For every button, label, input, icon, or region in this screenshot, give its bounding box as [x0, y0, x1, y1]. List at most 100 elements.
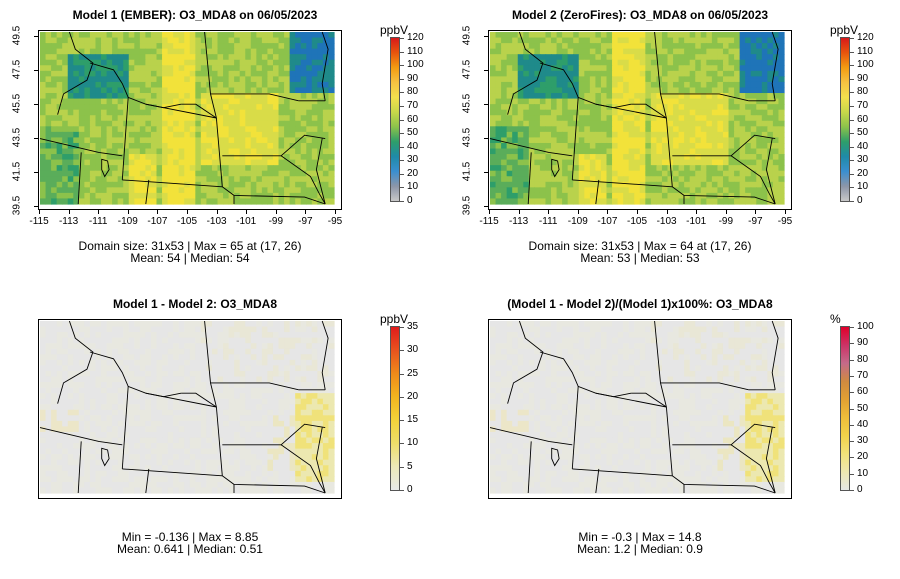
colorbar-label: 110	[857, 45, 873, 57]
map-plot	[38, 30, 342, 210]
colorbar-tick	[850, 375, 854, 377]
state-boundary	[321, 31, 329, 101]
lat-tick	[484, 206, 488, 207]
colorbar-tick	[400, 420, 404, 422]
state-boundary	[215, 117, 223, 187]
colorbar-label: 60	[857, 113, 869, 125]
lake-outline	[551, 158, 560, 178]
colorbar-tick	[850, 51, 854, 53]
colorbar-tick	[400, 105, 404, 107]
colorbar-tick	[850, 343, 854, 345]
lat-tick	[484, 104, 488, 105]
colorbar-label: 50	[407, 127, 419, 139]
state-boundary	[315, 138, 326, 205]
colorbar-tick	[400, 38, 404, 39]
map-grid	[39, 320, 341, 498]
state-boundary	[572, 468, 673, 477]
state-boundary	[507, 320, 544, 404]
colorbar-tick	[400, 466, 404, 468]
state-boundary	[77, 152, 82, 205]
lon-tick	[755, 210, 757, 214]
colorbar-tick	[850, 65, 854, 67]
lon-tick-label: -99	[718, 216, 734, 227]
colorbar-tick	[400, 201, 404, 202]
lat-tick	[484, 138, 488, 139]
panel-title: Model 2 (ZeroFires): O3_MDA8 on 06/05/20…	[511, 8, 769, 22]
lon-tick	[187, 210, 188, 214]
colorbar-label: 30	[407, 344, 419, 356]
lon-tick-label: -97	[748, 216, 763, 227]
lon-tick	[157, 210, 159, 214]
lat-tick-label: 39.5	[11, 195, 23, 216]
colorbar-label: 30	[857, 435, 869, 447]
lat-tick-label: 45.5	[461, 93, 473, 114]
state-boundary	[665, 117, 673, 187]
summary-stat: Mean: 0.641 | Median: 0.51	[117, 542, 263, 556]
lat-tick-label: 49.5	[461, 25, 473, 46]
state-boundary	[222, 423, 326, 446]
state-boundary	[222, 134, 326, 157]
colorbar-tick	[400, 133, 404, 135]
lat-tick-label: 41.5	[461, 161, 473, 182]
colorbar-tick	[850, 78, 854, 80]
colorbar-label: 5	[407, 460, 413, 472]
colorbar-tick	[400, 92, 404, 94]
lon-tick-label: -111	[88, 216, 108, 227]
lat-tick	[34, 104, 38, 105]
lon-tick-label: -95	[327, 216, 343, 227]
colorbar-tick	[400, 119, 404, 121]
summary-stat: Min = -0.136 | Max = 8.85	[121, 530, 259, 544]
colorbar-label: 40	[407, 140, 419, 152]
lon-tick-label: -109	[567, 216, 588, 227]
colorbar-tick	[400, 65, 404, 67]
panel-title: (Model 1 - Model 2)/(Model 1)x100%: O3_M…	[507, 297, 773, 311]
colorbar-tick	[850, 201, 854, 202]
state-boundary	[595, 468, 600, 494]
colorbar-label: 100	[857, 59, 874, 71]
colorbar	[840, 326, 850, 491]
state-boundary	[489, 427, 573, 446]
lat-tick	[34, 70, 38, 71]
lon-tick	[68, 210, 70, 214]
state-boundary	[145, 103, 217, 119]
colorbar-tick	[400, 396, 404, 398]
colorbar-label: 0	[407, 484, 413, 495]
state-boundary	[571, 386, 579, 469]
colorbar-tick	[400, 490, 404, 491]
state-boundary	[77, 441, 82, 494]
lake-outline	[101, 158, 110, 178]
lat-tick-label: 47.5	[11, 59, 23, 80]
state-boundary	[145, 179, 150, 205]
colorbar-tick	[850, 359, 854, 361]
colorbar-tick	[850, 490, 854, 491]
colorbar-label: 70	[407, 99, 419, 111]
lon-tick	[216, 210, 218, 214]
colorbar-unit: ppbV	[380, 23, 409, 37]
colorbar-label: 80	[857, 353, 869, 365]
lon-tick	[39, 210, 40, 214]
state-boundary	[595, 103, 667, 119]
lon-tick	[548, 210, 550, 214]
lon-tick	[127, 210, 129, 214]
colorbar-label: 20	[857, 451, 869, 463]
colorbar-tick	[400, 327, 404, 328]
state-boundary	[57, 31, 94, 115]
colorbar-label: 110	[407, 45, 423, 57]
state-boundary	[210, 382, 299, 391]
map-grid	[489, 320, 791, 498]
colorbar-label: 10	[407, 437, 419, 449]
colorbar-label: 10	[857, 467, 869, 479]
state-boundary	[321, 320, 329, 390]
colorbar-tick	[850, 92, 854, 94]
lon-tick	[637, 210, 638, 214]
summary-stat: Mean: 1.2 | Median: 0.9	[577, 542, 703, 556]
colorbar-tick	[850, 105, 854, 107]
colorbar	[840, 37, 850, 202]
colorbar-label: 0	[857, 195, 863, 206]
lon-tick-label: -95	[777, 216, 793, 227]
state-boundary	[572, 179, 673, 188]
lon-tick	[785, 210, 786, 214]
lon-tick-label: -103	[656, 216, 677, 227]
state-boundary	[660, 93, 749, 102]
summary-stat: Min = -0.3 | Max = 14.8	[578, 530, 702, 544]
